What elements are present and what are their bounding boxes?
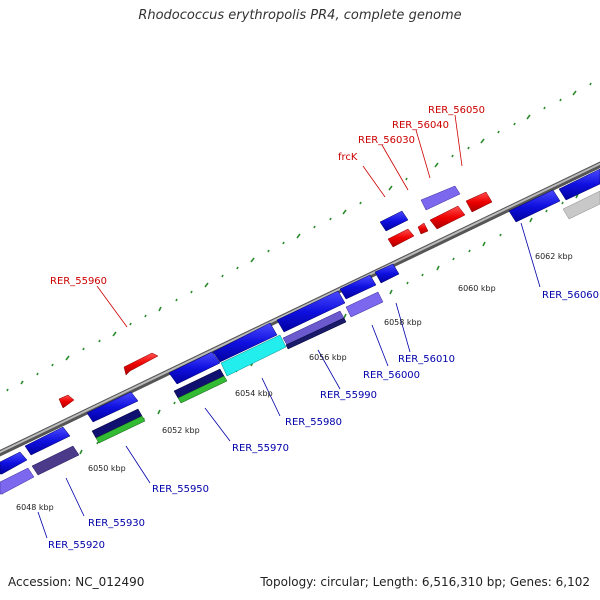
gene-label[interactable]: RER_55920 [48, 540, 105, 551]
gene-rer-56045[interactable] [429, 205, 466, 230]
kbp-label: 6062 kbp [535, 252, 573, 261]
gene-label[interactable]: frcK [338, 152, 358, 163]
gene-rer-56040[interactable] [420, 185, 461, 211]
gene-small-red[interactable] [58, 394, 75, 409]
gene-rer-56050[interactable] [465, 191, 493, 213]
label-leaders [37, 114, 541, 539]
kbp-label: 6058 kbp [384, 318, 422, 327]
gene-rer-55920[interactable] [0, 467, 35, 495]
gene-rer-55950-a[interactable] [86, 391, 139, 423]
gene-rer-55990[interactable] [285, 317, 347, 350]
gene-rer-56030[interactable] [387, 228, 415, 248]
gene-label[interactable]: RER_56000 [363, 370, 420, 381]
gene-rer-55970-a[interactable] [168, 351, 221, 385]
gene-label[interactable]: RER_55970 [232, 443, 289, 454]
gene-label[interactable]: RER_55950 [152, 484, 209, 495]
gene-label[interactable]: RER_55930 [88, 518, 145, 529]
kbp-label: 6048 kbp [16, 503, 54, 512]
gene-rer-56035[interactable] [417, 222, 429, 235]
gene-rer-55930-a[interactable] [24, 426, 71, 456]
gene-rer-55960[interactable] [123, 352, 159, 376]
gene-rer-55990-a[interactable] [276, 290, 346, 333]
gene-label[interactable]: RER_55990 [320, 390, 377, 401]
reverse-genes [0, 168, 600, 495]
kbp-label: 6060 kbp [458, 284, 496, 293]
gene-rer-56010[interactable] [374, 263, 400, 284]
forward-genes [58, 185, 493, 409]
gene-rer-56000-a[interactable] [339, 274, 377, 300]
gene-label[interactable]: RER_56040 [392, 120, 449, 131]
gene-label[interactable]: RER_56010 [398, 354, 455, 365]
gene-label[interactable]: RER_56030 [358, 135, 415, 146]
gene-rer-56060-b[interactable] [558, 168, 600, 201]
gene-rer-55920-a[interactable] [0, 451, 28, 475]
gene-label[interactable]: RER_56060 [542, 290, 599, 301]
gene-rer-56060[interactable] [562, 190, 600, 220]
kbp-label: 6052 kbp [162, 426, 200, 435]
gene-label[interactable]: RER_55980 [285, 417, 342, 428]
gene-rer-56000[interactable] [345, 291, 384, 318]
gene-rer-55980-a[interactable] [212, 322, 278, 363]
gene-rer-55970[interactable] [177, 375, 228, 404]
gene-rer-55980[interactable] [220, 334, 287, 377]
gene-label[interactable]: RER_55960 [50, 276, 107, 287]
map-title: Rhodococcus erythropolis PR4, complete g… [138, 8, 462, 23]
tick-row-upper [6, 82, 592, 392]
accession-label: Accession: NC_012490 [8, 575, 145, 589]
reverse-gene-labels: RER_55920 RER_55930 RER_55950 RER_55970 … [48, 290, 599, 551]
kbp-label: 6050 kbp [88, 464, 126, 473]
kbp-label: 6056 kbp [309, 353, 347, 362]
gene-rer-56060-a[interactable] [508, 189, 561, 223]
genome-summary: Topology: circular; Length: 6,516,310 bp… [260, 575, 590, 589]
gene-rer-55950[interactable] [95, 415, 146, 444]
kbp-scale-labels: 6048 kbp 6050 kbp 6052 kbp 6054 kbp 6056… [16, 252, 573, 512]
forward-gene-labels: RER_55960 frcK RER_56030 RER_56040 RER_5… [50, 105, 485, 287]
kbp-label: 6054 kbp [235, 389, 273, 398]
gene-frck[interactable] [379, 210, 409, 232]
gene-label[interactable]: RER_56050 [428, 105, 485, 116]
gene-rer-55930[interactable] [31, 445, 80, 476]
